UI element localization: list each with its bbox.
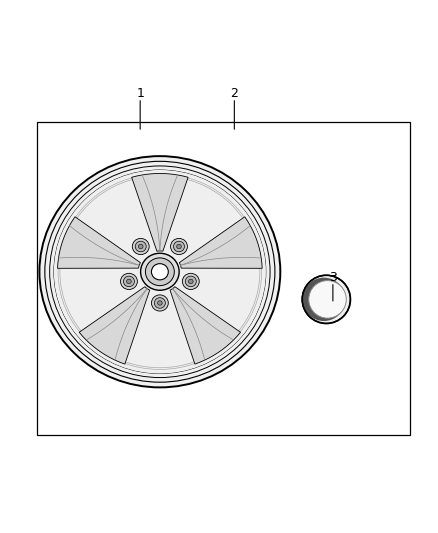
Ellipse shape: [152, 295, 168, 311]
Ellipse shape: [302, 278, 346, 321]
Ellipse shape: [39, 156, 280, 387]
Ellipse shape: [182, 273, 199, 289]
Polygon shape: [79, 287, 150, 364]
Text: 3: 3: [329, 271, 337, 284]
Ellipse shape: [145, 258, 174, 286]
Polygon shape: [132, 174, 188, 251]
Ellipse shape: [185, 276, 196, 287]
Ellipse shape: [127, 279, 131, 284]
Ellipse shape: [188, 279, 193, 284]
Polygon shape: [170, 287, 240, 364]
Ellipse shape: [141, 253, 179, 290]
Ellipse shape: [154, 298, 166, 308]
Polygon shape: [57, 217, 141, 268]
Ellipse shape: [152, 264, 168, 280]
Ellipse shape: [302, 275, 350, 324]
Circle shape: [309, 280, 346, 318]
Ellipse shape: [132, 238, 149, 255]
Ellipse shape: [54, 170, 266, 374]
Ellipse shape: [158, 301, 162, 305]
Polygon shape: [179, 217, 262, 268]
Ellipse shape: [138, 244, 143, 249]
Bar: [37, 122, 410, 435]
Text: 1: 1: [136, 87, 144, 100]
Ellipse shape: [173, 241, 184, 252]
Ellipse shape: [177, 244, 181, 249]
Text: 2: 2: [230, 87, 238, 100]
Ellipse shape: [120, 273, 138, 289]
Ellipse shape: [170, 238, 187, 255]
Ellipse shape: [124, 276, 134, 287]
Ellipse shape: [135, 241, 146, 252]
